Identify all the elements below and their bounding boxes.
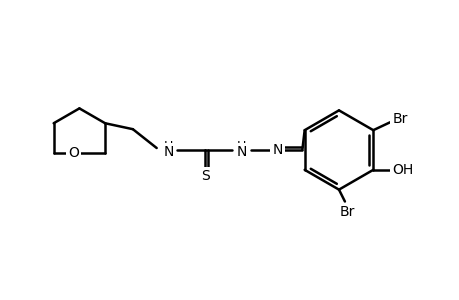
Text: H: H bbox=[237, 140, 246, 152]
Text: H: H bbox=[163, 140, 173, 152]
Text: N: N bbox=[236, 145, 246, 159]
Text: N: N bbox=[272, 143, 282, 157]
Text: N: N bbox=[163, 145, 174, 159]
Text: O: O bbox=[68, 146, 79, 160]
Text: Br: Br bbox=[338, 206, 354, 219]
Text: OH: OH bbox=[392, 163, 413, 177]
Text: Br: Br bbox=[392, 112, 407, 126]
Text: S: S bbox=[201, 169, 209, 183]
